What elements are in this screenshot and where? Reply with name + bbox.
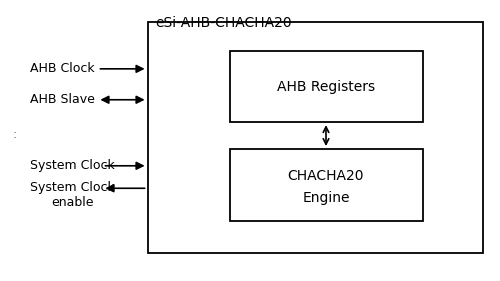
Bar — [230, 51, 422, 122]
Text: Engine: Engine — [302, 191, 350, 205]
Text: System Clock: System Clock — [30, 159, 115, 172]
Text: System Clock
enable: System Clock enable — [30, 181, 115, 209]
Text: AHB Clock: AHB Clock — [30, 62, 94, 75]
Text: eSi-AHB-CHACHA20: eSi-AHB-CHACHA20 — [155, 15, 292, 30]
Text: AHB Registers: AHB Registers — [277, 80, 375, 94]
Text: :: : — [12, 128, 17, 141]
Text: AHB Slave: AHB Slave — [30, 93, 95, 106]
Bar — [148, 22, 482, 253]
Text: CHACHA20: CHACHA20 — [288, 169, 364, 183]
Bar — [230, 149, 422, 221]
